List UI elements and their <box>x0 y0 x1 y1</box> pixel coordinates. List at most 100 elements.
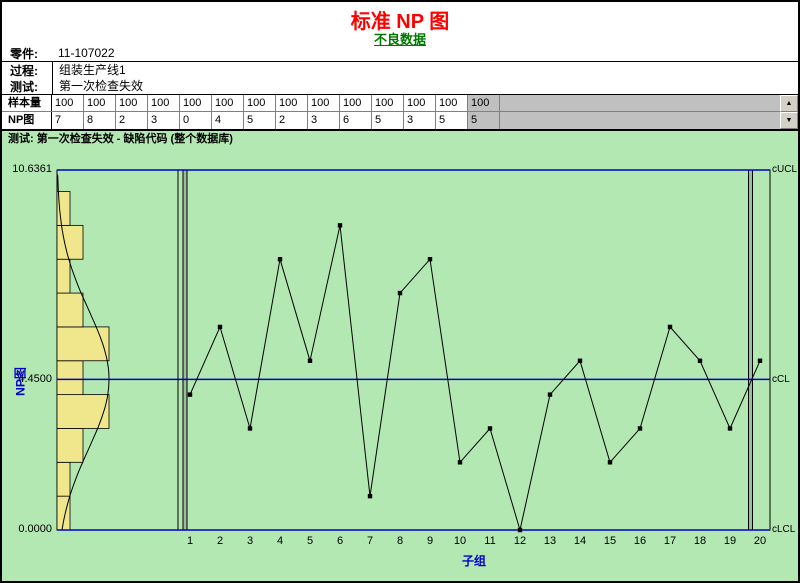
x-tick-label: 15 <box>604 535 616 547</box>
histogram-bar <box>56 394 110 429</box>
range-marker-band <box>748 170 753 530</box>
table-cell[interactable]: 100 <box>404 95 436 111</box>
process-value: 组装生产线1 <box>52 62 798 78</box>
data-point <box>727 426 733 431</box>
table-cell[interactable]: 100 <box>148 95 180 111</box>
table-cell[interactable]: 5 <box>244 112 276 129</box>
table-cell[interactable]: 100 <box>436 95 468 111</box>
table-cell[interactable]: 4 <box>212 112 244 129</box>
chart-canvas: 1 2 3 4 5 6 7 8 9 10 11 12 13 14 15 16 17 18 19 20 <box>56 169 771 547</box>
data-point <box>187 392 193 397</box>
table-cell[interactable]: 3 <box>404 112 436 129</box>
table-cell[interactable]: 100 <box>244 95 276 111</box>
table-cell[interactable]: 2 <box>276 112 308 129</box>
plot-panel <box>177 169 771 531</box>
histogram-bar <box>56 224 84 260</box>
subgroup-data-table: 样本量 100 100 100 100 100 100 100 100 100 100 100 100… <box>2 94 798 130</box>
histogram-bar <box>56 326 110 362</box>
table-cell-selected[interactable]: 5 <box>468 112 500 129</box>
sample-size-row-header: 样本量 <box>2 95 52 111</box>
table-cell[interactable]: 100 <box>372 95 404 111</box>
data-point <box>577 358 583 363</box>
test-row: 测试: 第一次检查失效 <box>2 78 798 94</box>
table-scrollbar[interactable]: ▲ ▼ <box>780 95 798 129</box>
part-row: 零件: 11-107022 <box>2 45 798 61</box>
distribution-curve <box>57 174 110 531</box>
scroll-down-button[interactable]: ▼ <box>780 112 798 129</box>
yaxis-title: NP图 <box>13 367 28 396</box>
histogram-bar <box>56 292 84 328</box>
cl-label: cCL <box>772 374 790 385</box>
x-tick-label: 4 <box>277 535 283 547</box>
x-tick-label: 5 <box>307 535 313 547</box>
xaxis-title: 子组 <box>461 554 487 568</box>
x-tick-label: 18 <box>694 535 706 547</box>
page-title: 标准 NP 图 <box>350 11 450 33</box>
data-point <box>637 426 643 431</box>
x-tick-label: 7 <box>367 535 373 547</box>
table-cell[interactable]: 5 <box>372 112 404 129</box>
yaxis-lcl-value: 0.0000 <box>18 523 52 535</box>
ucl-label: cUCL <box>772 164 798 175</box>
table-cell-selected[interactable]: 100 <box>468 95 500 111</box>
yaxis-cl-value: 4.4500 <box>18 373 52 385</box>
data-point <box>517 527 523 533</box>
separator-line <box>2 61 798 62</box>
table-cell[interactable]: 100 <box>276 95 308 111</box>
table-cell[interactable]: 100 <box>52 95 84 111</box>
data-point <box>397 290 403 296</box>
data-point <box>337 223 343 228</box>
data-point <box>427 257 433 262</box>
table-cell[interactable]: 5 <box>436 112 468 129</box>
x-tick-label: 3 <box>247 535 253 547</box>
table-cell[interactable]: 100 <box>180 95 212 111</box>
table-filler <box>500 112 798 129</box>
data-point <box>697 358 703 363</box>
np-row-header: NP图 <box>2 112 52 129</box>
table-cell[interactable]: 100 <box>308 95 340 111</box>
data-point <box>487 426 493 431</box>
x-tick-label: 2 <box>217 535 223 547</box>
data-point <box>277 257 283 262</box>
x-tick-label: 17 <box>664 535 676 547</box>
histogram-bar <box>56 461 71 497</box>
data-point <box>667 324 673 330</box>
table-cell[interactable]: 8 <box>84 112 116 129</box>
x-tick-label: 20 <box>754 535 766 547</box>
x-tick-label: 8 <box>397 535 403 547</box>
table-cell[interactable]: 3 <box>148 112 180 129</box>
range-marker-band <box>183 170 187 530</box>
table-cell[interactable]: 100 <box>340 95 372 111</box>
x-tick-label: 14 <box>574 535 586 547</box>
data-point <box>247 426 253 431</box>
x-tick-label: 11 <box>484 535 495 547</box>
table-cell[interactable]: 100 <box>116 95 148 111</box>
table-cell[interactable]: 3 <box>308 112 340 129</box>
process-label: 过程: <box>10 63 38 78</box>
table-cell[interactable]: 100 <box>84 95 116 111</box>
x-tick-label: 1 <box>187 535 193 547</box>
x-tick-label: 16 <box>634 535 646 547</box>
table-filler <box>500 95 798 111</box>
data-point <box>367 493 373 499</box>
x-tick-label: 13 <box>544 535 556 547</box>
process-row: 过程: 组装生产线1 <box>2 62 798 78</box>
yaxis-ucl-value: 10.6361 <box>12 163 52 175</box>
part-value: 11-107022 <box>58 46 115 60</box>
page-subtitle: 不良数据 <box>373 32 426 47</box>
x-tick-label: 6 <box>337 535 343 547</box>
histogram-bar <box>56 428 84 463</box>
table-cell[interactable]: 7 <box>52 112 84 129</box>
table-cell[interactable]: 100 <box>212 95 244 111</box>
table-cell[interactable]: 2 <box>116 112 148 129</box>
sample-size-row: 样本量 100 100 100 100 100 100 100 100 100 100 100 100… <box>2 95 798 112</box>
table-cell[interactable]: 0 <box>180 112 212 129</box>
data-point <box>307 358 313 363</box>
x-tick-label: 9 <box>427 535 433 547</box>
table-cell[interactable]: 6 <box>340 112 372 129</box>
data-point <box>607 460 613 465</box>
chart-title-bar: 测试: 第一次检查失效 - 缺陷代码 (整个数据库) <box>2 130 798 147</box>
scroll-up-button[interactable]: ▲ <box>780 95 798 112</box>
